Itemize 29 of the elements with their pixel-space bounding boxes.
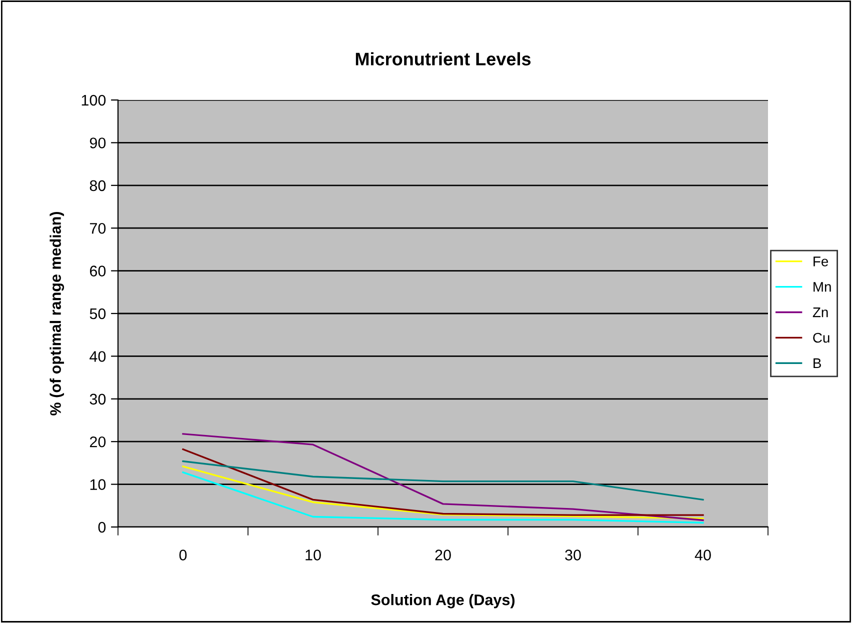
legend-label: Zn	[812, 308, 828, 318]
line-series	[182, 448, 704, 516]
x-tick-label: 0	[179, 550, 187, 560]
x-tick-label: 20	[435, 550, 451, 560]
x-tick-label: 30	[565, 550, 581, 560]
y-tick-label: 50	[90, 308, 106, 320]
y-tick-label: 90	[90, 138, 106, 148]
chart-title: Micronutrient Levels	[356, 52, 531, 66]
legend-label: B	[814, 358, 821, 368]
y-tick-label: 10	[90, 479, 106, 490]
line-series	[182, 466, 704, 520]
line-series	[182, 472, 704, 524]
y-tick-label: 70	[90, 222, 106, 234]
y-tick-label: 80	[90, 180, 106, 192]
line-series	[182, 433, 704, 522]
legend-label: Cu	[813, 332, 830, 343]
y-tick-label: 20	[90, 436, 106, 448]
y-tick-label: 40	[90, 351, 106, 362]
legend-label: Fe	[814, 256, 828, 266]
legend-label: Mn	[814, 282, 831, 292]
y-tick-label: 60	[90, 266, 106, 276]
x-tick-label: 40	[694, 550, 711, 560]
y-tick-label: 30	[90, 394, 106, 405]
x-axis-title: Solution Age (Days)	[371, 594, 515, 608]
y-tick-label: 0	[98, 522, 106, 533]
y-tick-label: 100	[82, 94, 106, 106]
y-axis-title: % (of optimal range median)	[50, 212, 64, 416]
x-tick-label: 10	[306, 550, 321, 560]
line-series	[182, 460, 704, 501]
